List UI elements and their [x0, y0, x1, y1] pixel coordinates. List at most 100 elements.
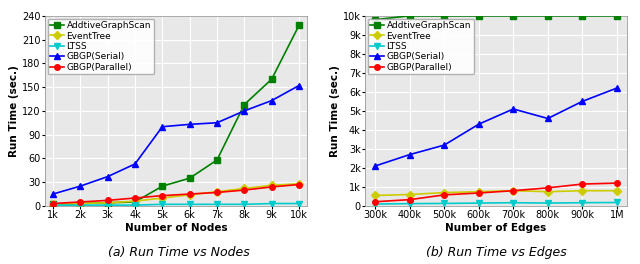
EventTree	[213, 190, 221, 193]
AddtiveGraphScan	[77, 202, 84, 205]
GBGP(Parallel)	[295, 183, 303, 186]
AddtiveGraphScan	[268, 78, 275, 81]
GBGP(Serial)	[475, 122, 483, 126]
LTSS	[131, 204, 139, 207]
GBGP(Serial)	[544, 117, 552, 120]
AddtiveGraphScan	[579, 14, 586, 17]
AddtiveGraphScan	[295, 24, 303, 27]
LTSS	[49, 204, 57, 207]
Line: GBGP(Parallel): GBGP(Parallel)	[372, 180, 620, 205]
GBGP(Parallel)	[509, 189, 517, 192]
LTSS	[268, 202, 275, 205]
LTSS	[77, 204, 84, 207]
Line: EventTree: EventTree	[372, 188, 620, 198]
Line: EventTree: EventTree	[50, 181, 302, 207]
Legend: AddtiveGraphScan, EventTree, LTSS, GBGP(Serial), GBGP(Parallel): AddtiveGraphScan, EventTree, LTSS, GBGP(…	[367, 18, 474, 74]
AddtiveGraphScan	[49, 203, 57, 206]
Legend: AddtiveGraphScan, EventTree, LTSS, GBGP(Serial), GBGP(Parallel): AddtiveGraphScan, EventTree, LTSS, GBGP(…	[47, 18, 154, 74]
EventTree	[544, 190, 552, 193]
GBGP(Serial)	[268, 99, 275, 102]
EventTree	[371, 194, 379, 197]
AddtiveGraphScan	[406, 14, 413, 17]
Line: GBGP(Serial): GBGP(Serial)	[372, 85, 620, 169]
AddtiveGraphScan	[213, 158, 221, 162]
LTSS	[475, 201, 483, 205]
LTSS	[613, 201, 621, 204]
LTSS	[509, 201, 517, 204]
LTSS	[579, 201, 586, 204]
EventTree	[440, 191, 448, 194]
AddtiveGraphScan	[509, 14, 517, 17]
GBGP(Serial)	[186, 123, 193, 126]
EventTree	[49, 203, 57, 206]
EventTree	[613, 189, 621, 192]
EventTree	[406, 193, 413, 196]
GBGP(Serial)	[241, 109, 248, 112]
AddtiveGraphScan	[475, 14, 483, 17]
GBGP(Parallel)	[159, 194, 166, 197]
AddtiveGraphScan	[131, 200, 139, 204]
Y-axis label: Run Time (sec.): Run Time (sec.)	[330, 65, 340, 157]
X-axis label: Number of Nodes: Number of Nodes	[125, 223, 227, 233]
AddtiveGraphScan	[371, 18, 379, 21]
GBGP(Parallel)	[613, 182, 621, 185]
GBGP(Parallel)	[371, 200, 379, 203]
Line: AddtiveGraphScan: AddtiveGraphScan	[50, 22, 302, 207]
GBGP(Serial)	[77, 185, 84, 188]
GBGP(Serial)	[104, 175, 111, 178]
Line: AddtiveGraphScan: AddtiveGraphScan	[372, 13, 620, 22]
EventTree	[104, 201, 111, 204]
GBGP(Serial)	[613, 87, 621, 90]
LTSS	[159, 203, 166, 206]
Y-axis label: Run Time (sec.): Run Time (sec.)	[10, 65, 19, 157]
GBGP(Serial)	[49, 192, 57, 196]
GBGP(Parallel)	[440, 193, 448, 196]
LTSS	[544, 201, 552, 205]
GBGP(Parallel)	[579, 182, 586, 186]
GBGP(Parallel)	[544, 186, 552, 190]
GBGP(Serial)	[131, 162, 139, 166]
EventTree	[268, 184, 275, 187]
LTSS	[104, 204, 111, 207]
GBGP(Parallel)	[131, 196, 139, 200]
LTSS	[371, 202, 379, 206]
EventTree	[579, 189, 586, 192]
AddtiveGraphScan	[241, 103, 248, 106]
EventTree	[475, 190, 483, 193]
X-axis label: Number of Edges: Number of Edges	[445, 223, 547, 233]
EventTree	[159, 196, 166, 200]
EventTree	[509, 189, 517, 192]
GBGP(Serial)	[213, 121, 221, 124]
EventTree	[241, 187, 248, 190]
Line: GBGP(Serial): GBGP(Serial)	[50, 83, 302, 197]
EventTree	[131, 200, 139, 203]
Line: GBGP(Parallel): GBGP(Parallel)	[50, 182, 302, 206]
GBGP(Serial)	[159, 125, 166, 128]
AddtiveGraphScan	[186, 177, 193, 180]
GBGP(Serial)	[509, 107, 517, 111]
LTSS	[440, 202, 448, 205]
LTSS	[241, 203, 248, 206]
GBGP(Parallel)	[241, 188, 248, 192]
GBGP(Parallel)	[213, 191, 221, 194]
GBGP(Parallel)	[406, 198, 413, 201]
GBGP(Parallel)	[104, 199, 111, 202]
EventTree	[295, 182, 303, 185]
AddtiveGraphScan	[544, 14, 552, 17]
Text: (a) Run Time vs Nodes: (a) Run Time vs Nodes	[108, 246, 250, 259]
Line: LTSS: LTSS	[372, 200, 620, 207]
Line: LTSS: LTSS	[50, 201, 302, 208]
GBGP(Serial)	[371, 164, 379, 168]
GBGP(Parallel)	[77, 200, 84, 204]
GBGP(Parallel)	[186, 192, 193, 196]
Text: (b) Run Time vs Edges: (b) Run Time vs Edges	[426, 246, 566, 259]
LTSS	[406, 202, 413, 205]
AddtiveGraphScan	[159, 185, 166, 188]
AddtiveGraphScan	[613, 14, 621, 17]
GBGP(Parallel)	[268, 185, 275, 188]
GBGP(Parallel)	[49, 202, 57, 205]
GBGP(Serial)	[579, 100, 586, 103]
LTSS	[213, 203, 221, 206]
AddtiveGraphScan	[104, 201, 111, 204]
LTSS	[186, 203, 193, 206]
